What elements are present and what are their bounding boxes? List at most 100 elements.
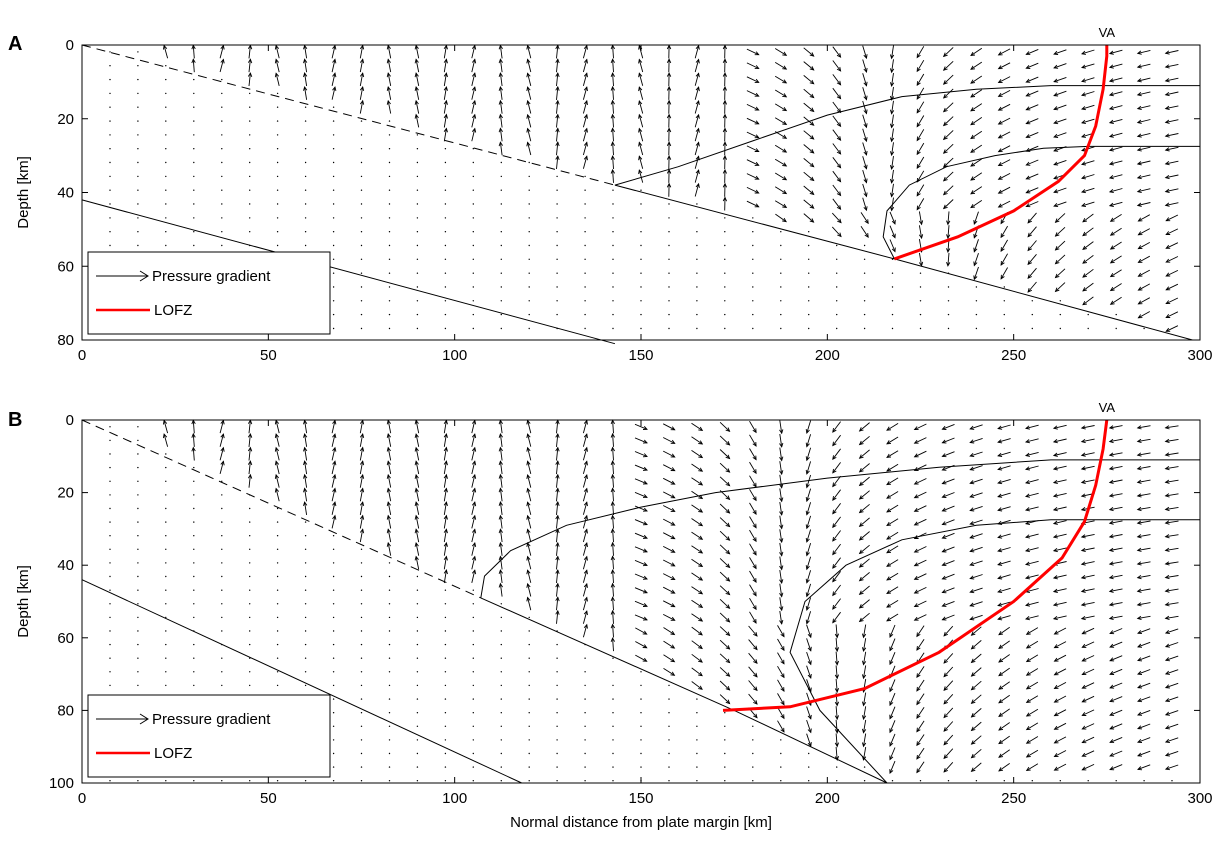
quiver-arrow-b	[916, 761, 925, 773]
quiver-arrow-head-b	[1024, 479, 1030, 485]
quiver-arrow-b	[499, 488, 503, 502]
quiver-arrow-b	[806, 719, 812, 733]
quiver-dot-a	[863, 272, 866, 274]
quiver-dot-a	[919, 286, 922, 288]
quiver-arrow-b	[527, 502, 532, 515]
quiver-arrow-head-b	[916, 741, 921, 747]
quiver-dot-a	[137, 203, 139, 205]
quiver-arrow-b	[806, 597, 812, 611]
quiver-arrow-b	[1026, 763, 1039, 771]
quiver-arrow-head-b	[1025, 753, 1031, 758]
quiver-dot-b	[612, 766, 614, 768]
quiver-arrow-b	[998, 626, 1010, 636]
quiver-arrow-b	[527, 488, 532, 502]
quiver-arrow-a	[1053, 63, 1067, 69]
quiver-arrow-head-b	[1164, 438, 1170, 444]
quiver-dot-b	[137, 780, 139, 782]
quiver-arrow-a	[582, 45, 588, 59]
quiver-arrow-head-b	[805, 565, 810, 571]
quiver-dot-b	[388, 739, 391, 741]
quiver-arrow-head-b	[1109, 739, 1115, 744]
quiver-arrow-head-a	[1164, 64, 1170, 69]
quiver-arrow-b	[582, 542, 588, 556]
quiver-arrow-head-a	[1053, 50, 1059, 55]
quiver-dot-b	[500, 725, 502, 727]
quiver-arrow-b	[1109, 615, 1123, 620]
quiver-arrow-a	[1081, 91, 1095, 96]
quiver-arrow-head-b	[807, 646, 812, 652]
quiver-arrow-head-b	[780, 727, 785, 733]
quiver-dot-b	[165, 575, 167, 578]
quiver-dot-b	[556, 752, 558, 755]
quiver-arrow-b	[1165, 764, 1179, 770]
quiver-arrow-b	[886, 477, 899, 485]
quiver-dot-b	[221, 630, 223, 632]
quiver-arrow-a	[527, 114, 532, 128]
quiver-dot-b	[696, 752, 698, 755]
quiver-dot-a	[416, 161, 419, 164]
quiver-arrow-b	[889, 652, 896, 665]
quiver-dot-b	[416, 725, 419, 727]
quiver-arrow-a	[248, 59, 251, 73]
quiver-arrow-head-b	[970, 753, 976, 759]
quiver-dot-a	[752, 231, 754, 233]
quiver-dot-a	[360, 258, 363, 260]
quiver-arrow-head-b	[998, 767, 1004, 772]
quiver-arrow-head-a	[695, 44, 700, 50]
quiver-arrow-a	[891, 114, 894, 128]
quiver-arrow-a	[916, 101, 925, 114]
quiver-arrow-head-a	[918, 261, 924, 267]
quiver-arrow-a	[471, 45, 476, 59]
quiver-dot-a	[472, 272, 474, 274]
quiver-arrow-head-b	[1109, 752, 1115, 757]
quiver-dot-b	[137, 466, 139, 469]
quiver-arrow-head-b	[832, 591, 837, 597]
quiver-arrow-b	[582, 556, 588, 570]
quiver-arrow-head-a	[332, 86, 337, 92]
quiver-arrow-head-b	[414, 528, 419, 534]
quiver-dot-a	[668, 313, 670, 316]
quiver-arrow-head-b	[583, 460, 588, 466]
quiver-dot-a	[360, 244, 363, 247]
quiver-arrow-head-b	[443, 569, 448, 575]
quiver-arrow-head-b	[698, 467, 704, 472]
quiver-arrow-a	[916, 129, 925, 141]
quiver-arrow-head-b	[610, 569, 615, 574]
quiver-arrow-head-b	[642, 466, 648, 471]
slab-top-a	[614, 184, 1193, 341]
quiver-arrow-b	[886, 491, 899, 499]
quiver-arrow-head-a	[863, 123, 868, 129]
quiver-arrow-head-b	[1137, 670, 1143, 675]
quiver-arrow-b	[1026, 708, 1039, 717]
quiver-arrow-a	[970, 144, 983, 153]
quiver-arrow-b	[835, 706, 838, 720]
quiver-arrow-b	[749, 502, 757, 515]
quiver-arrow-b	[943, 666, 954, 677]
quiver-dot-a	[500, 286, 502, 288]
quiver-arrow-head-b	[1109, 684, 1115, 689]
quiver-arrow-head-b	[752, 564, 757, 570]
quiver-arrow-a	[916, 46, 925, 58]
quiver-dot-b	[724, 725, 726, 727]
quiver-arrow-b	[1082, 709, 1095, 716]
quiver-arrow-a	[443, 100, 447, 114]
quiver-arrow-b	[387, 461, 392, 475]
quiver-arrow-a	[638, 45, 644, 59]
quiver-arrow-head-a	[1000, 260, 1005, 266]
quiver-arrow-b	[556, 474, 559, 488]
quiver-dot-b	[165, 535, 167, 537]
y-tick-label-a: 0	[66, 37, 74, 54]
quiver-dot-b	[724, 712, 726, 714]
quiver-dot-a	[612, 327, 614, 330]
quiver-arrow-head-a	[1000, 247, 1005, 252]
quiver-arrow-head-b	[725, 563, 731, 569]
quiver-arrow-a	[947, 252, 950, 266]
quiver-arrow-b	[832, 421, 841, 433]
quiver-dot-b	[528, 616, 530, 619]
quiver-arrow-head-a	[942, 204, 948, 210]
quiver-arrow-head-b	[1164, 738, 1170, 743]
quiver-arrow-head-b	[913, 575, 919, 580]
quiver-arrow-head-b	[969, 493, 975, 498]
quiver-arrow-a	[832, 87, 841, 99]
quiver-arrow-b	[582, 488, 588, 502]
